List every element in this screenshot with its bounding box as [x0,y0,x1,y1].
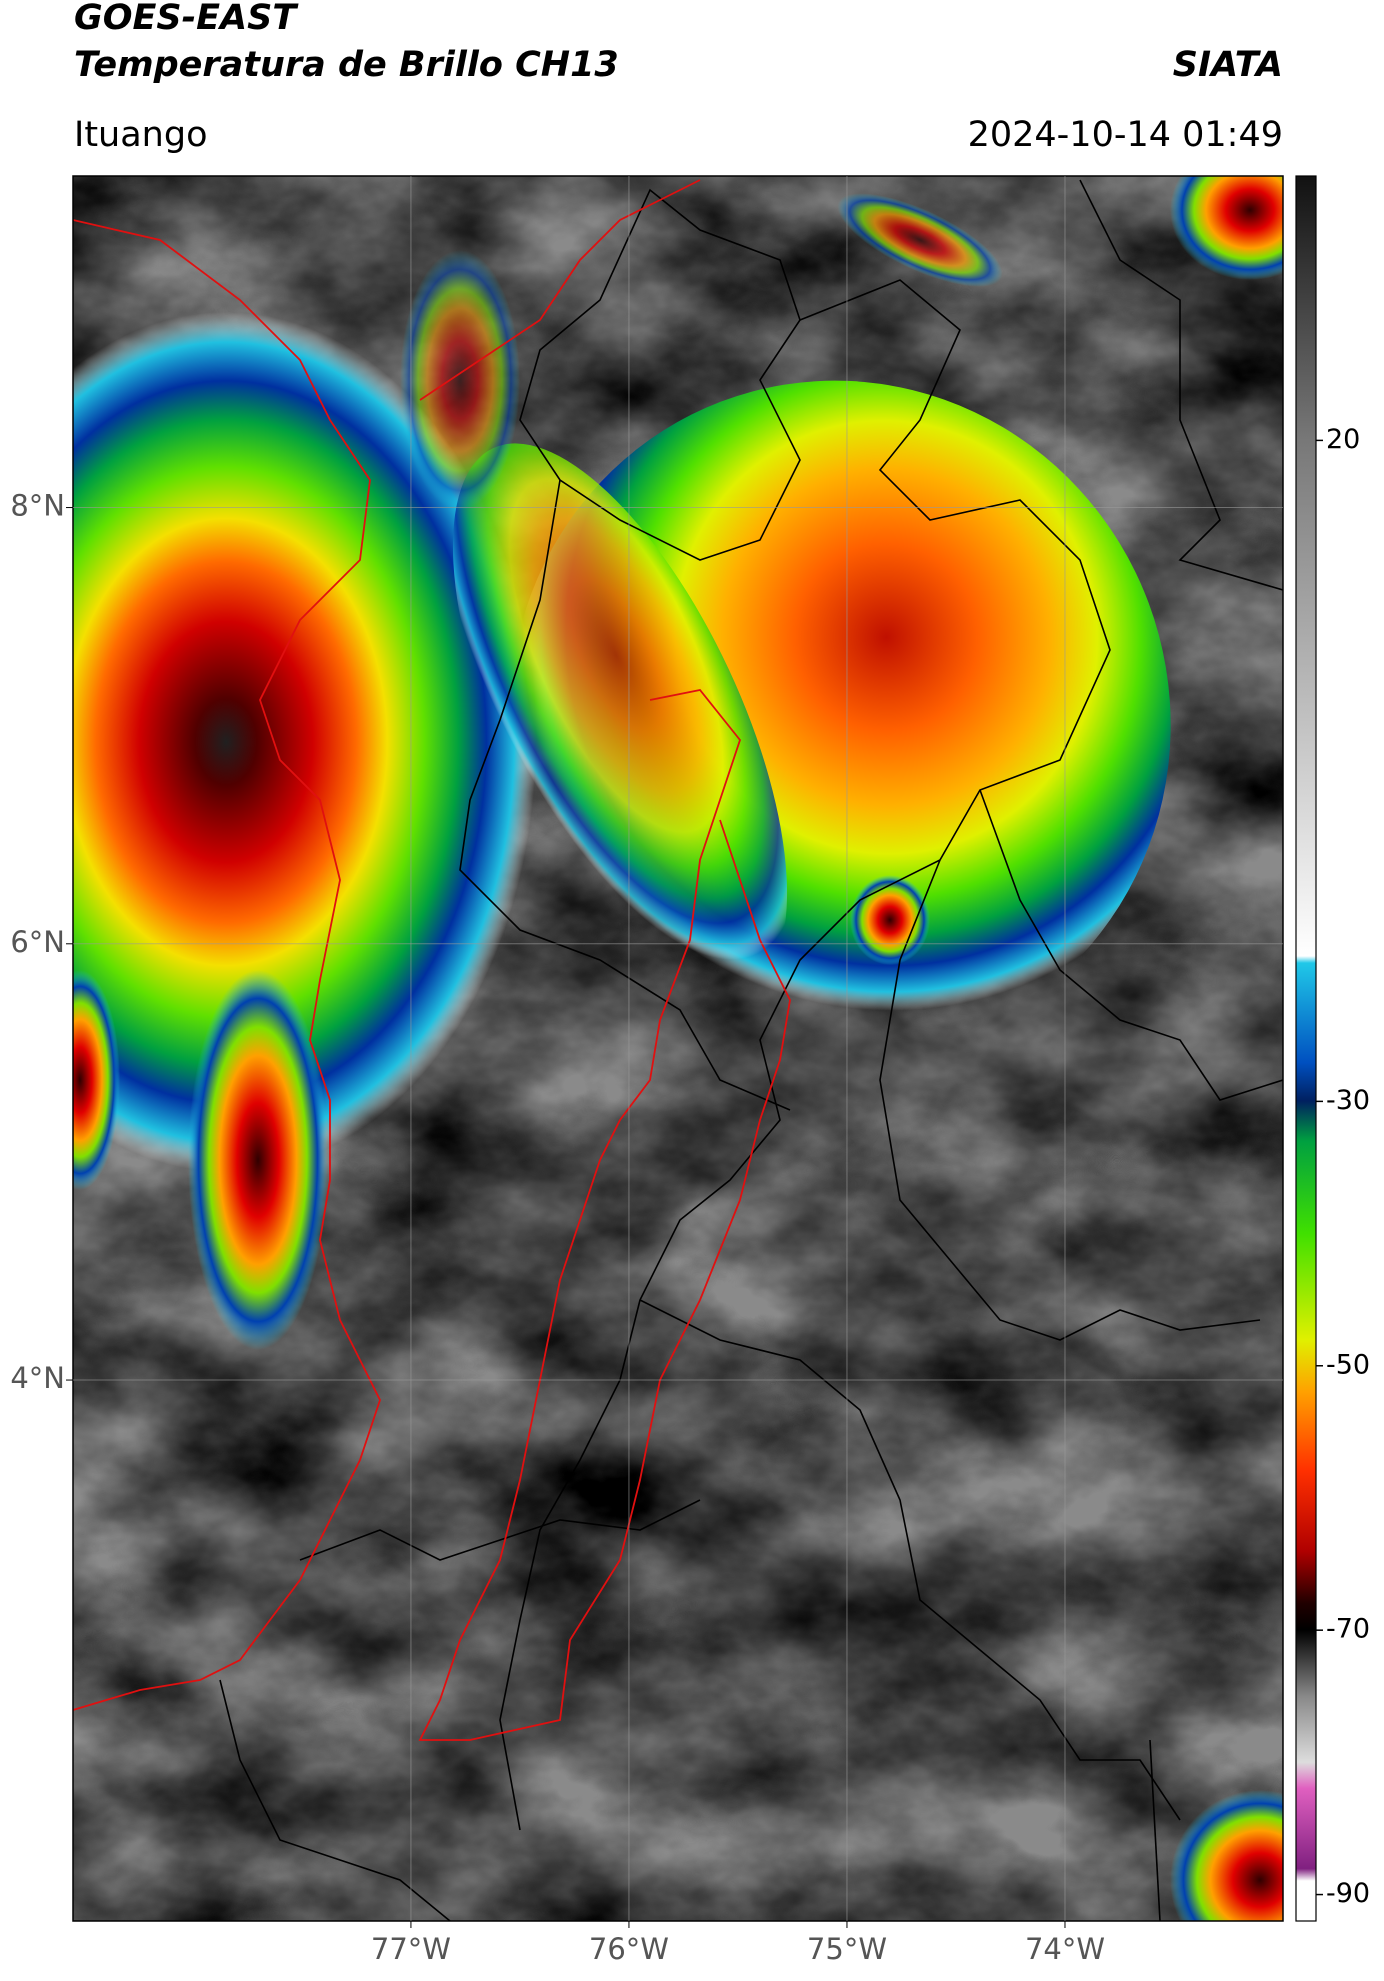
colorbar-label: -50 [1326,1349,1370,1380]
x-tick-label: 75°W [807,1932,887,1966]
map-frame [72,175,1284,1922]
colorbar-label: -70 [1326,1614,1370,1645]
source: SIATA [1173,45,1283,85]
location: Ituango [74,115,208,155]
colorbar-label: -90 [1326,1878,1370,1909]
colorbar-label: 20 [1326,424,1360,455]
colorbar-label: -30 [1326,1085,1370,1116]
datetime: 2024-10-14 01:49 [968,115,1283,155]
y-tick-label: 6°N [10,925,65,959]
colorbar [1295,175,1317,1922]
x-tick-label: 76°W [589,1932,669,1966]
y-tick-label: 4°N [10,1361,65,1395]
title: GOES-EAST [74,0,299,38]
subtitle: Temperatura de Brillo CH13 [74,45,619,85]
y-tick-label: 8°N [10,489,65,523]
x-tick-label: 77°W [371,1932,451,1966]
x-tick-label: 74°W [1025,1932,1105,1966]
map-image [73,176,1283,1921]
